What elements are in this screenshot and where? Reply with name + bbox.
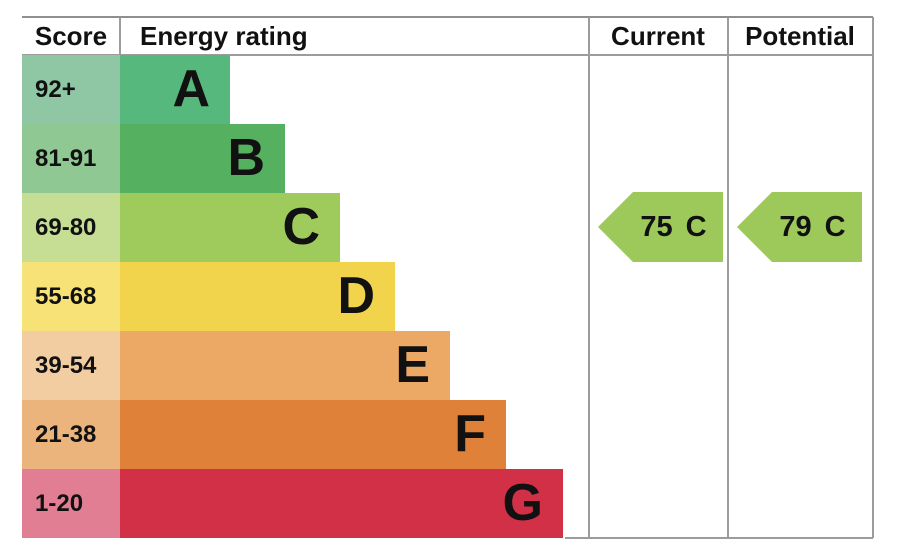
score-range-label-c: 69-80 bbox=[22, 193, 120, 262]
band-row-a: 92+ A bbox=[22, 55, 230, 124]
band-row-f: 21-38 F bbox=[22, 400, 506, 469]
band-bar-b: B bbox=[120, 124, 285, 193]
band-letter: E bbox=[395, 336, 430, 394]
current-column-left-border bbox=[588, 17, 590, 538]
potential-column-left-border bbox=[727, 17, 729, 538]
band-letter: F bbox=[454, 405, 486, 463]
band-letter: D bbox=[337, 267, 375, 325]
band-letter: B bbox=[227, 129, 265, 187]
current-rating-arrow: 75 C bbox=[598, 192, 723, 262]
header-divider bbox=[22, 54, 873, 56]
score-range-label-f: 21-38 bbox=[22, 400, 120, 469]
current-column-header: Current bbox=[611, 20, 705, 51]
band-letter: A bbox=[172, 60, 210, 118]
band-row-d: 55-68 D bbox=[22, 262, 395, 331]
band-bar-e: E bbox=[120, 331, 450, 400]
table-bottom-border bbox=[565, 537, 873, 539]
table-top-border bbox=[22, 16, 873, 18]
score-range-label-e: 39-54 bbox=[22, 331, 120, 400]
current-rating-grade: C bbox=[685, 210, 707, 243]
band-bar-g: G bbox=[120, 469, 563, 538]
band-letter: C bbox=[282, 198, 320, 256]
potential-rating-grade: C bbox=[824, 210, 846, 243]
table-right-border bbox=[872, 17, 874, 538]
score-range-label-a: 92+ bbox=[22, 55, 120, 124]
band-row-e: 39-54 E bbox=[22, 331, 450, 400]
band-row-c: 69-80 C bbox=[22, 193, 340, 262]
band-bar-c: C bbox=[120, 193, 340, 262]
score-range-label-d: 55-68 bbox=[22, 262, 120, 331]
energy-rating-column-header: Energy rating bbox=[140, 20, 308, 51]
score-header-divider bbox=[119, 17, 121, 55]
score-column-header: Score bbox=[34, 20, 108, 51]
potential-column-header: Potential bbox=[745, 20, 855, 51]
potential-rating-value: 79 bbox=[779, 210, 812, 243]
score-range-label-b: 81-91 bbox=[22, 124, 120, 193]
current-rating-value: 75 bbox=[640, 210, 673, 243]
band-row-g: 1-20 G bbox=[22, 469, 563, 538]
band-bar-f: F bbox=[120, 400, 506, 469]
band-row-b: 81-91 B bbox=[22, 124, 285, 193]
band-letter: G bbox=[502, 474, 543, 532]
score-range-label-g: 1-20 bbox=[22, 469, 120, 538]
band-bar-d: D bbox=[120, 262, 395, 331]
potential-rating-arrow: 79 C bbox=[737, 192, 862, 262]
band-bar-a: A bbox=[120, 55, 230, 124]
